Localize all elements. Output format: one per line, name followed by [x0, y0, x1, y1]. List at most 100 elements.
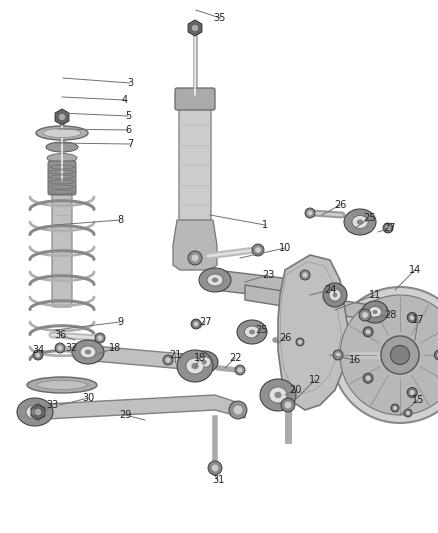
FancyBboxPatch shape	[179, 93, 211, 222]
Circle shape	[362, 312, 368, 318]
Text: 15: 15	[412, 395, 424, 405]
Ellipse shape	[72, 340, 104, 364]
Circle shape	[191, 319, 201, 329]
Ellipse shape	[368, 306, 381, 318]
Text: 22: 22	[229, 353, 241, 363]
Circle shape	[366, 329, 371, 334]
Circle shape	[33, 350, 43, 360]
Text: 28: 28	[384, 310, 396, 320]
Ellipse shape	[43, 128, 81, 138]
Ellipse shape	[372, 310, 378, 314]
Ellipse shape	[212, 278, 218, 282]
Text: 3: 3	[127, 78, 133, 88]
Ellipse shape	[344, 209, 376, 235]
Text: 26: 26	[334, 200, 346, 210]
Ellipse shape	[274, 392, 282, 398]
Circle shape	[255, 247, 261, 253]
Circle shape	[336, 352, 340, 358]
Circle shape	[410, 315, 415, 320]
Text: 25: 25	[364, 213, 376, 223]
Circle shape	[296, 338, 304, 346]
Text: 20: 20	[289, 385, 301, 395]
Ellipse shape	[46, 142, 78, 152]
Ellipse shape	[37, 381, 87, 390]
Text: 17: 17	[412, 315, 424, 325]
Ellipse shape	[332, 293, 337, 297]
Text: 19: 19	[194, 353, 206, 363]
Ellipse shape	[199, 268, 231, 292]
Ellipse shape	[201, 360, 207, 364]
Text: 31: 31	[212, 475, 224, 485]
Ellipse shape	[352, 215, 368, 229]
Circle shape	[404, 409, 412, 417]
Circle shape	[191, 254, 198, 262]
Circle shape	[406, 411, 410, 415]
Circle shape	[407, 387, 417, 398]
FancyBboxPatch shape	[48, 161, 76, 195]
Circle shape	[55, 343, 65, 353]
Circle shape	[340, 295, 438, 415]
Circle shape	[233, 406, 243, 415]
Polygon shape	[31, 404, 45, 420]
Text: 6: 6	[125, 125, 131, 135]
Text: 16: 16	[349, 355, 361, 365]
Text: 29: 29	[119, 410, 131, 420]
Text: 18: 18	[109, 343, 121, 353]
Ellipse shape	[80, 346, 96, 358]
Text: 26: 26	[279, 333, 291, 343]
Text: 36: 36	[54, 330, 66, 340]
Text: 14: 14	[409, 265, 421, 275]
Text: 23: 23	[262, 270, 274, 280]
Ellipse shape	[260, 379, 296, 411]
Ellipse shape	[191, 363, 198, 369]
Polygon shape	[173, 220, 217, 270]
Ellipse shape	[177, 350, 213, 382]
Text: 12: 12	[309, 375, 321, 385]
Circle shape	[437, 352, 438, 358]
Circle shape	[57, 345, 63, 351]
Text: 9: 9	[117, 317, 123, 327]
Text: 33: 33	[46, 400, 58, 410]
FancyBboxPatch shape	[52, 173, 72, 307]
Circle shape	[333, 350, 343, 360]
Text: 34: 34	[32, 345, 44, 355]
Circle shape	[235, 365, 245, 375]
Circle shape	[383, 223, 393, 233]
Circle shape	[381, 336, 419, 374]
Ellipse shape	[207, 274, 223, 286]
Circle shape	[35, 352, 40, 358]
Ellipse shape	[47, 154, 77, 163]
Ellipse shape	[244, 326, 259, 338]
Circle shape	[208, 461, 222, 475]
Ellipse shape	[362, 301, 388, 323]
Circle shape	[188, 251, 202, 265]
Circle shape	[434, 350, 438, 360]
FancyBboxPatch shape	[175, 88, 215, 110]
Ellipse shape	[17, 398, 53, 426]
Text: 35: 35	[214, 13, 226, 23]
Circle shape	[35, 408, 42, 416]
Polygon shape	[245, 285, 380, 320]
Circle shape	[391, 345, 410, 365]
Circle shape	[303, 272, 307, 278]
Circle shape	[410, 390, 415, 395]
Text: 7: 7	[127, 139, 133, 149]
Circle shape	[359, 309, 371, 321]
Circle shape	[191, 25, 198, 31]
Text: 21: 21	[169, 350, 181, 360]
Text: 25: 25	[256, 325, 268, 335]
Circle shape	[237, 367, 243, 373]
Circle shape	[391, 404, 399, 412]
Circle shape	[95, 333, 105, 343]
Ellipse shape	[269, 387, 287, 403]
Ellipse shape	[27, 377, 97, 393]
Circle shape	[363, 327, 373, 337]
Ellipse shape	[357, 220, 363, 224]
Circle shape	[163, 355, 173, 365]
Text: 30: 30	[82, 393, 94, 403]
Circle shape	[305, 208, 315, 218]
Text: 27: 27	[384, 223, 396, 233]
Circle shape	[98, 335, 102, 341]
Ellipse shape	[323, 283, 347, 307]
Polygon shape	[278, 255, 350, 410]
